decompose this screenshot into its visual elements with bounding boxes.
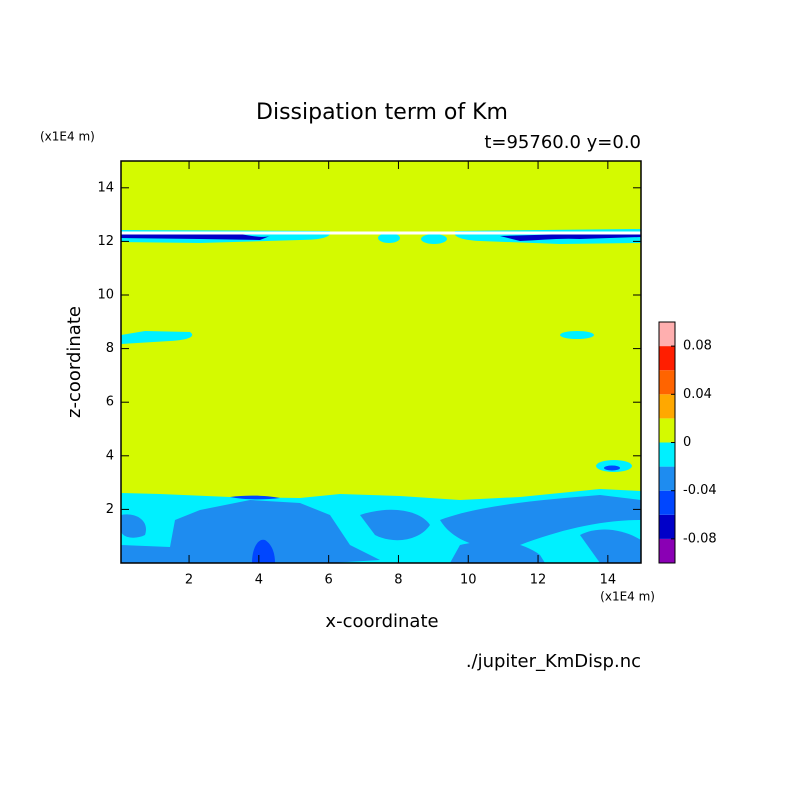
x-axis-label: x-coordinate	[325, 611, 438, 632]
y-unit: (x1E4 m)	[40, 130, 95, 144]
contour-region	[560, 331, 594, 339]
x-tick-label: 4	[255, 573, 263, 588]
x-tick-label: 6	[325, 573, 333, 588]
contour-region	[121, 233, 270, 240]
x-tick-label: 2	[185, 573, 193, 588]
source-file: ./jupiter_KmDisp.nc	[466, 651, 641, 672]
y-tick-label: 12	[97, 234, 114, 249]
colorbar-swatch	[659, 346, 675, 371]
x-tick-label: 8	[394, 573, 402, 588]
chart-title: Dissipation term of Km	[256, 100, 508, 125]
contour-region	[360, 509, 430, 541]
x-tick-label: 10	[460, 573, 477, 588]
contour-region	[421, 234, 447, 244]
contour-region	[252, 539, 275, 563]
colorbar-tick-label: 0.04	[683, 387, 712, 402]
plot-frame	[120, 160, 642, 564]
contour-region	[440, 495, 641, 548]
colorbar-swatch	[659, 322, 675, 347]
colorbar-tick-label: 0.08	[683, 339, 712, 354]
colorbar-tick-label: 0	[683, 435, 691, 450]
colorbar-tick-label: -0.08	[683, 531, 717, 546]
contour-region	[121, 500, 380, 563]
x-unit: (x1E4 m)	[600, 590, 655, 604]
contour-region	[604, 465, 620, 471]
contour-region	[450, 541, 545, 563]
colorbar-swatch	[659, 490, 675, 515]
colorbar-swatch	[659, 538, 675, 563]
contour-region	[378, 233, 400, 243]
subtitle: t=95760.0 y=0.0	[484, 132, 641, 153]
undefined-region	[121, 231, 641, 235]
colorbar-swatch	[659, 514, 675, 539]
colorbar-swatch	[659, 442, 675, 467]
colorbar-swatch	[659, 394, 675, 419]
y-tick-label: 4	[106, 448, 114, 463]
y-tick-label: 14	[97, 180, 114, 195]
colorbar-swatch	[659, 418, 675, 443]
y-tick-label: 10	[97, 288, 114, 303]
x-tick-label: 12	[530, 573, 547, 588]
y-tick-label: 6	[106, 395, 114, 410]
x-tick-label: 14	[600, 573, 617, 588]
contour-region	[580, 529, 641, 563]
contour-region	[121, 514, 146, 538]
colorbar-tick-label: -0.04	[683, 483, 717, 498]
y-axis-label: z-coordinate	[64, 306, 85, 418]
y-tick-label: 2	[106, 502, 114, 517]
colorbar-swatch	[659, 466, 675, 491]
contour-region	[121, 331, 193, 344]
contour-region	[230, 495, 280, 500]
colorbar-swatch	[659, 370, 675, 395]
y-tick-label: 8	[106, 341, 114, 356]
contour-region	[189, 520, 247, 558]
